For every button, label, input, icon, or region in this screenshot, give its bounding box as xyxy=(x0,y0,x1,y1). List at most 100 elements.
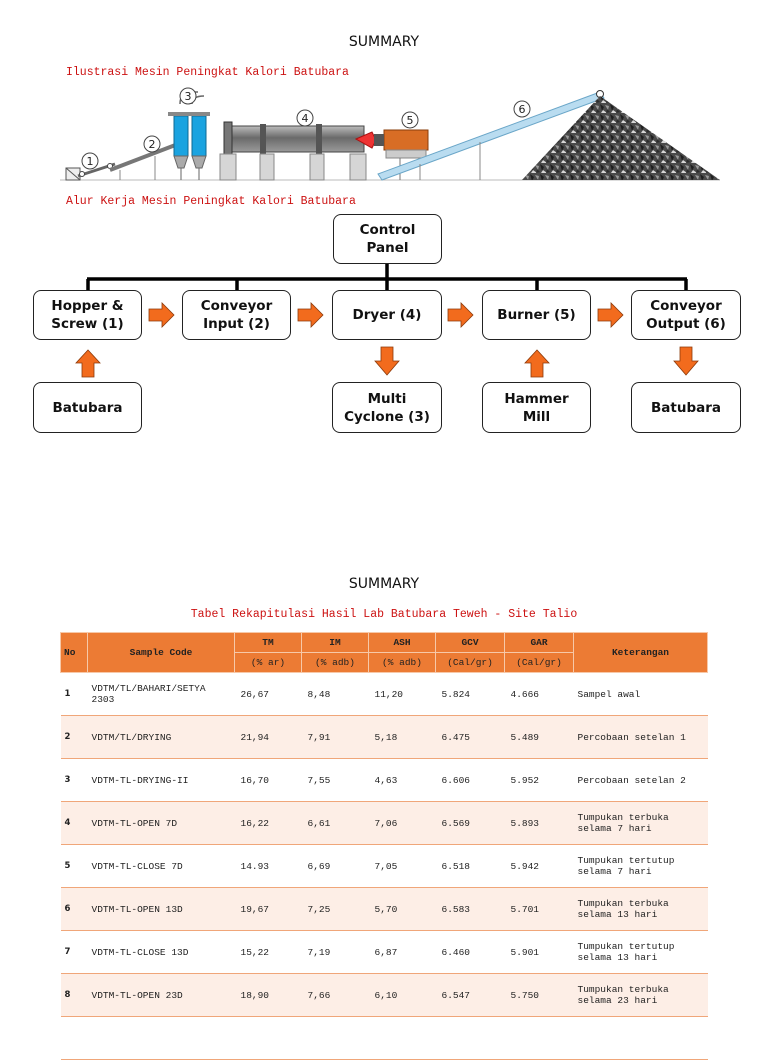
cell-sample-code: VDTM/TL/BAHARI/SETYA 2303 xyxy=(87,672,235,716)
multi-cyclone-icon xyxy=(168,91,210,180)
cell-tm: 14.93 xyxy=(234,844,302,888)
table-row: 1 VDTM/TL/BAHARI/SETYA 2303 26,67 8,48 1… xyxy=(60,672,708,716)
cell-ash: 6,87 xyxy=(368,930,436,974)
cell-sample-code: VDTM-TL-OPEN 7D xyxy=(87,801,235,845)
cell-sample-code: VDTM/TL/DRYING xyxy=(87,715,235,759)
cell-tm: 16,22 xyxy=(234,801,302,845)
cell-gcv: 6.518 xyxy=(435,844,505,888)
cell-no: 1 xyxy=(60,672,88,716)
batubara-output-box: Batubara xyxy=(631,382,741,433)
table-row: 3 VDTM-TL-DRYING-II 16,70 7,55 4,63 6.60… xyxy=(60,758,708,802)
svg-text:5: 5 xyxy=(407,114,414,127)
table-row: 4 VDTM-TL-OPEN 7D 16,22 6,61 7,06 6.569 … xyxy=(60,801,708,845)
hammer-mill-box: Hammer Mill xyxy=(482,382,591,433)
illustration-caption: Ilustrasi Mesin Peningkat Kalori Batubar… xyxy=(66,66,349,79)
cell-keterangan: Percobaan setelan 2 xyxy=(573,758,708,802)
workflow-caption: Alur Kerja Mesin Peningkat Kalori Batuba… xyxy=(66,195,356,208)
unit-gar: (Cal/gr) xyxy=(504,652,574,673)
cell-ash: 6,10 xyxy=(368,973,436,1017)
cell-tm: 15,22 xyxy=(234,930,302,974)
cell-ash: 11,20 xyxy=(368,672,436,716)
cell-gcv: 6.460 xyxy=(435,930,505,974)
arrow-up-hammer-mill xyxy=(524,349,550,378)
cell-ash: 4,63 xyxy=(368,758,436,802)
label-1: 1 xyxy=(81,152,99,170)
cell-no: 2 xyxy=(60,715,88,759)
table-row: 7 VDTM-TL-CLOSE 13D 15,22 7,19 6,87 6.46… xyxy=(60,930,708,974)
cell-im: 7,91 xyxy=(301,715,369,759)
arrow-right-3 xyxy=(447,302,474,328)
cell-gar: 5.893 xyxy=(504,801,574,845)
cell-gar: 5.901 xyxy=(504,930,574,974)
dryer-box: Dryer (4) xyxy=(332,290,442,340)
cell-gar: 5.701 xyxy=(504,887,574,931)
cell-tm: 16,70 xyxy=(234,758,302,802)
cell-sample-code: VDTM-TL-CLOSE 7D xyxy=(87,844,235,888)
cell-im: 7,66 xyxy=(301,973,369,1017)
lab-results-table: No Sample Code TM IM ASH GCV GAR Keteran… xyxy=(60,632,708,1060)
cell-tm: 18,90 xyxy=(234,973,302,1017)
cell-ash: 7,06 xyxy=(368,801,436,845)
arrow-right-2 xyxy=(297,302,324,328)
table-row: 5 VDTM-TL-CLOSE 7D 14.93 6,69 7,05 6.518… xyxy=(60,844,708,888)
cell-tm: 19,67 xyxy=(234,887,302,931)
dryer-drum-icon xyxy=(219,121,367,181)
table-row: 8 VDTM-TL-OPEN 23D 18,90 7,66 6,10 6.547… xyxy=(60,973,708,1017)
unit-ash: (% adb) xyxy=(368,652,436,673)
cell-gcv: 6.475 xyxy=(435,715,505,759)
arrow-right-4 xyxy=(597,302,624,328)
cell-no: 5 xyxy=(60,844,88,888)
cell-im: 6,61 xyxy=(301,801,369,845)
workflow-diagram xyxy=(75,262,699,378)
multi-cyclone-box: Multi Cyclone (3) xyxy=(332,382,442,433)
cell-sample-code: VDTM-TL-DRYING-II xyxy=(87,758,235,802)
cell-tm: 26,67 xyxy=(234,672,302,716)
cell-gcv: 6.606 xyxy=(435,758,505,802)
table-row: 6 VDTM-TL-OPEN 13D 19,67 7,25 5,70 6.583… xyxy=(60,887,708,931)
svg-text:6: 6 xyxy=(519,103,526,116)
coal-pile-icon xyxy=(522,96,720,180)
cell-keterangan: Sampel awal xyxy=(573,672,708,716)
cell-no: 8 xyxy=(60,973,88,1017)
output-conveyor-icon xyxy=(377,90,605,181)
cell-no: 3 xyxy=(60,758,88,802)
col-sample-code: Sample Code xyxy=(87,632,235,673)
cell-gar: 4.666 xyxy=(504,672,574,716)
arrow-up-batubara xyxy=(75,349,101,378)
cell-ash: 7,05 xyxy=(368,844,436,888)
cell-no: 4 xyxy=(60,801,88,845)
cell-gcv: 6.547 xyxy=(435,973,505,1017)
cell-gcv: 5.824 xyxy=(435,672,505,716)
conveyor-input-box: Conveyor Input (2) xyxy=(182,290,291,340)
svg-text:4: 4 xyxy=(302,112,309,125)
col-keterangan: Keterangan xyxy=(573,632,708,673)
cell-im: 7,19 xyxy=(301,930,369,974)
cell-im: 8,48 xyxy=(301,672,369,716)
machine-illustration: 1 2 3 4 5 6 xyxy=(60,87,720,181)
hopper-icon xyxy=(65,167,81,181)
unit-gcv: (Cal/gr) xyxy=(435,652,505,673)
cell-im: 6,69 xyxy=(301,844,369,888)
label-6: 6 xyxy=(513,100,531,118)
col-gcv: GCV xyxy=(435,632,505,653)
cell-gar: 5.942 xyxy=(504,844,574,888)
arrow-down-output xyxy=(673,346,699,376)
cell-keterangan: Percobaan setelan 1 xyxy=(573,715,708,759)
cell-no: 6 xyxy=(60,887,88,931)
label-4: 4 xyxy=(296,109,314,127)
arrow-right-1 xyxy=(148,302,175,328)
cell-sample-code: VDTM-TL-OPEN 13D xyxy=(87,887,235,931)
label-2: 2 xyxy=(143,135,161,153)
input-conveyor-icon xyxy=(109,142,179,180)
svg-text:3: 3 xyxy=(185,90,192,103)
cell-gcv: 6.569 xyxy=(435,801,505,845)
cell-keterangan: Tumpukan tertutup selama 13 hari xyxy=(573,930,708,974)
cell-no: 7 xyxy=(60,930,88,974)
cell-tm: 21,94 xyxy=(234,715,302,759)
cell-keterangan: Tumpukan tertutup selama 7 hari xyxy=(573,844,708,888)
conveyor-output-box: Conveyor Output (6) xyxy=(631,290,741,340)
svg-text:2: 2 xyxy=(149,138,156,151)
cell-keterangan: Tumpukan terbuka selama 13 hari xyxy=(573,887,708,931)
batubara-input-box: Batubara xyxy=(33,382,142,433)
svg-text:1: 1 xyxy=(87,155,94,168)
